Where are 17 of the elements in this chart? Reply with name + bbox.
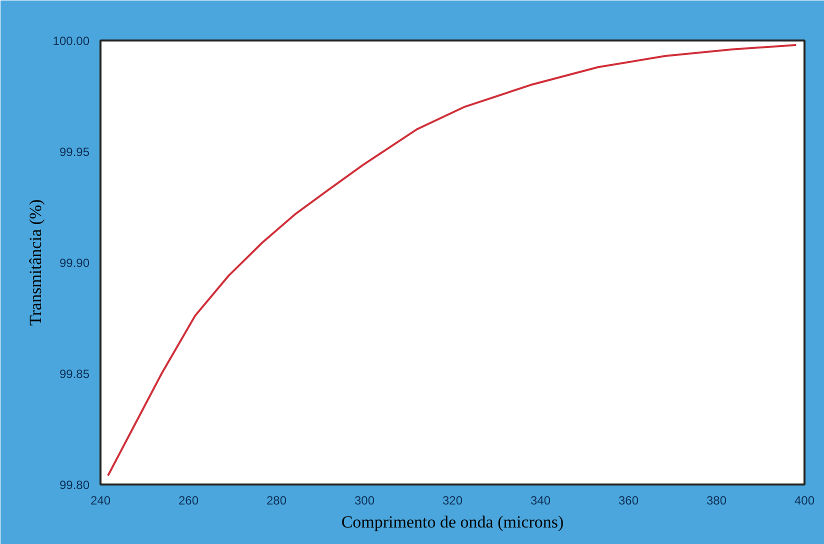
- x-tick-label: 240: [90, 494, 111, 508]
- y-tick-label: 100.00: [52, 34, 90, 48]
- line-series: [106, 44, 798, 477]
- y-tick-label: 99.90: [59, 256, 90, 270]
- x-tick-label: 280: [266, 494, 287, 508]
- x-tick-label: 380: [706, 494, 727, 508]
- x-tick-label: 360: [618, 494, 639, 508]
- x-tick-label: 400: [794, 494, 815, 508]
- x-tick-label: 300: [354, 494, 375, 508]
- x-tick-label: 260: [178, 494, 199, 508]
- y-tick-label: 99.95: [59, 145, 90, 159]
- x-tick-label: 320: [442, 494, 463, 508]
- x-tick-label: 340: [530, 494, 551, 508]
- y-tick-label: 99.85: [59, 367, 90, 381]
- y-tick-label: 99.80: [59, 478, 90, 492]
- y-axis-title: Transmitância (%): [26, 199, 45, 326]
- x-axis-title: Comprimento de onda (microns): [341, 512, 564, 532]
